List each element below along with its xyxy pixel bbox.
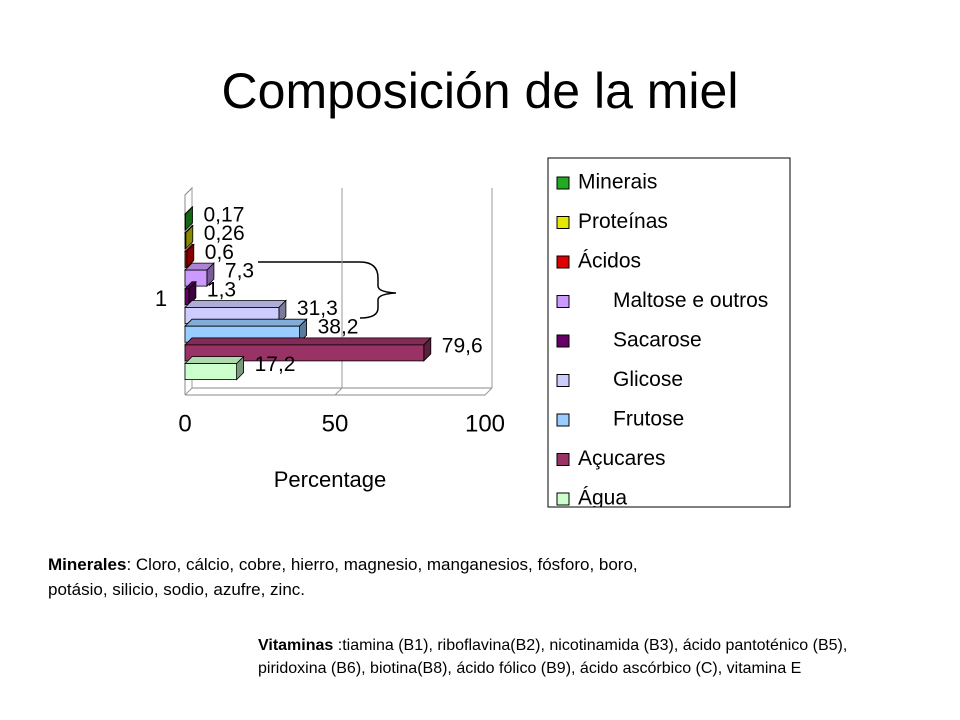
bar-top <box>184 318 308 327</box>
value-label: 7,3 <box>225 260 254 283</box>
vitamins-label: Vitaminas <box>258 637 334 654</box>
legend-label: Sacarose <box>578 329 702 352</box>
legend-marker <box>556 413 570 427</box>
value-label: 0,17 <box>204 204 245 227</box>
legend-marker <box>556 492 570 506</box>
legend-label: Frutose <box>578 408 684 431</box>
legend-label: Glicose <box>578 368 683 391</box>
bar-top <box>184 300 287 308</box>
x-axis-label: Percentage <box>274 467 387 492</box>
bar <box>184 288 190 306</box>
x-tick-label: 0 <box>178 410 191 437</box>
legend-marker <box>556 255 570 269</box>
chart-title: Composición de la miel <box>222 63 739 119</box>
x-tick-label: 100 <box>465 410 505 437</box>
plot: 0 50 100 1 0,170,260,67,31,3 31,338,2 79,6 17,2 <box>155 186 505 437</box>
legend-marker <box>556 295 570 308</box>
value-label: 0,26 <box>204 222 245 245</box>
bar <box>184 232 187 250</box>
chart: Composición de la miel 0 50 100 1 0,170,260,… <box>155 63 791 510</box>
legend-label: Maltose e outros <box>578 289 768 312</box>
vitamins-note: Vitaminas :tiamina (B1), riboflavina(B2)… <box>258 634 918 680</box>
legend-label: Ácidos <box>578 250 641 273</box>
bar <box>184 213 186 231</box>
legend-label: Minerais <box>578 171 657 194</box>
bar-top <box>184 356 245 365</box>
legend-marker <box>556 334 570 348</box>
bar-top <box>184 337 432 346</box>
minerals-note: Minerales: Cloro, cálcio, cobre, hierro,… <box>48 553 688 602</box>
value-label: 1,3 <box>207 278 236 301</box>
grid-floor <box>334 387 343 396</box>
brace <box>258 261 397 319</box>
value-label: 38,2 <box>318 316 359 339</box>
grid-floor <box>184 387 193 396</box>
legend: Minerais Proteínas Ácidos Maltose e outros… <box>556 171 768 510</box>
value-label: 79,6 <box>442 334 483 357</box>
legend-box <box>547 157 791 508</box>
legend-label: Proteínas <box>578 210 668 233</box>
minerals-label: Minerales <box>48 555 127 574</box>
vitamins-text: :tiamina (B1), riboflavina(B2), nicotina… <box>258 637 848 678</box>
minerals-text: : Cloro, cálcio, cobre, hierro, magnesio… <box>48 555 638 599</box>
legend-marker <box>556 216 570 229</box>
bar <box>184 344 425 362</box>
legend-marker <box>556 374 570 387</box>
legend-label: Água <box>578 487 627 510</box>
value-label: 0,6 <box>205 241 234 264</box>
legend-marker <box>556 453 570 466</box>
legend-marker <box>556 176 570 190</box>
value-label: 31,3 <box>297 297 338 320</box>
value-label: 17,2 <box>255 353 296 376</box>
bar <box>184 363 237 381</box>
grid-floor <box>484 387 493 396</box>
bar <box>184 250 188 268</box>
x-tick-label: 50 <box>322 410 349 437</box>
category-label: 1 <box>155 286 167 311</box>
legend-label: Açucares <box>578 447 666 470</box>
